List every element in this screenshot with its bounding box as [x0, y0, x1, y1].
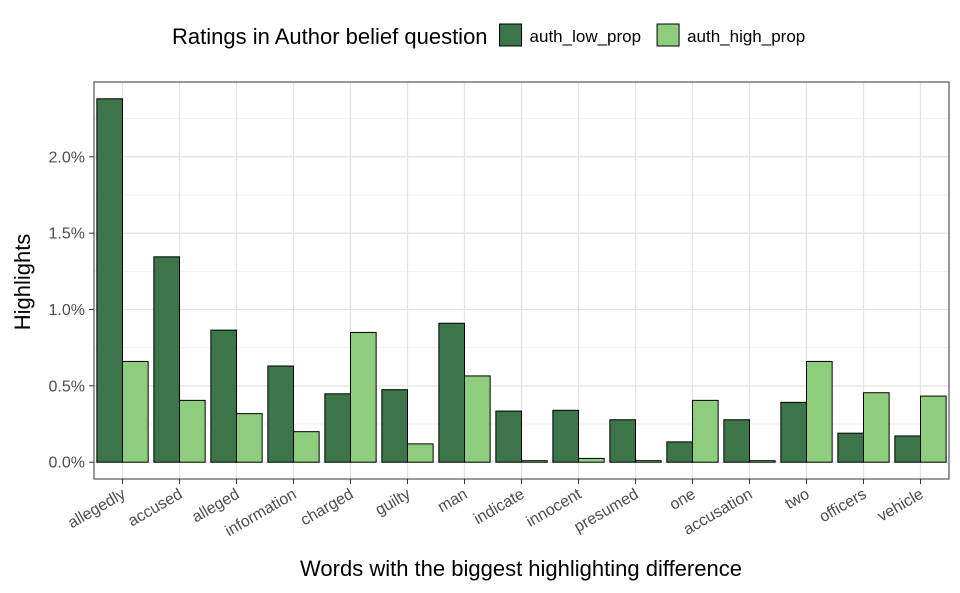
- bar-auth_low_prop-accused: [153, 256, 181, 463]
- bar-auth_low_prop-man: [438, 322, 466, 463]
- bar-auth_low_prop-presumed: [609, 419, 636, 463]
- y-tick-label: 2.0%: [49, 149, 85, 166]
- bar-auth_low_prop-indicate: [495, 410, 523, 463]
- legend-title: Ratings in Author belief question: [172, 24, 488, 49]
- bar-auth_low_prop-vehicle: [894, 435, 921, 463]
- legend-swatch-auth_high_prop: [656, 23, 680, 47]
- bar-auth_low_prop-allegedly: [96, 98, 123, 463]
- bar-auth_high_prop-charged: [350, 331, 377, 463]
- bar-auth_high_prop-vehicle: [920, 395, 947, 463]
- y-tick-label: 0.0%: [49, 455, 85, 472]
- bar-auth_low_prop-charged: [324, 393, 352, 463]
- bar-auth_low_prop-guilty: [381, 389, 409, 463]
- y-tick-label: 1.5%: [49, 226, 85, 243]
- bar-auth_high_prop-man: [464, 375, 491, 463]
- legend-items: auth_low_prop auth_high_prop: [499, 23, 805, 47]
- bar-auth_high_prop-indicate: [521, 460, 548, 463]
- legend-swatch-auth_low_prop: [499, 23, 523, 47]
- y-tick-label: 0.5%: [49, 378, 85, 395]
- bars: [96, 98, 947, 463]
- bar-auth_high_prop-accused: [179, 399, 206, 463]
- bar-auth_high_prop-guilty: [407, 443, 434, 463]
- bar-auth_high_prop-allegedly: [122, 360, 149, 463]
- bar-auth_low_prop-alleged: [210, 329, 238, 463]
- y-axis-title: Highlights: [10, 234, 35, 331]
- bar-auth_high_prop-alleged: [236, 413, 263, 463]
- bar-auth_low_prop-two: [780, 401, 807, 463]
- bar-auth_high_prop-presumed: [635, 460, 662, 463]
- legend-label-auth_low_prop: auth_low_prop: [530, 27, 642, 46]
- bar-auth_high_prop-innocent: [578, 457, 605, 463]
- bar-auth_low_prop-information: [267, 365, 295, 463]
- legend-label-auth_high_prop: auth_high_prop: [687, 27, 805, 46]
- x-axis-title: Words with the biggest highlighting diff…: [300, 556, 742, 581]
- bar-auth_high_prop-two: [806, 360, 833, 463]
- y-axis: 0.0% 0.5% 1.0% 1.5% 2.0%: [49, 149, 94, 472]
- bar-auth_low_prop-one: [666, 441, 693, 463]
- y-tick-label: 1.0%: [49, 302, 85, 319]
- bar-auth_high_prop-information: [293, 431, 320, 463]
- bar-auth_high_prop-officers: [863, 392, 890, 463]
- bar-auth_low_prop-innocent: [552, 409, 579, 463]
- bar-auth_low_prop-accusation: [723, 419, 750, 463]
- bar-auth_high_prop-one: [692, 399, 719, 463]
- bar-auth_high_prop-accusation: [749, 460, 776, 463]
- legend: Ratings in Author belief question auth_l…: [172, 23, 805, 49]
- bar-auth_low_prop-officers: [837, 432, 864, 463]
